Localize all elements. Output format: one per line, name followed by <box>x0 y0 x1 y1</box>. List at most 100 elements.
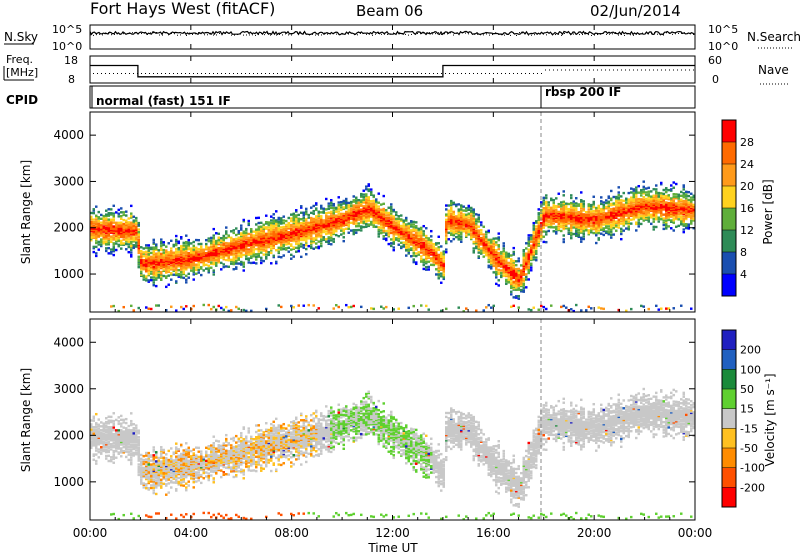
power-cell <box>552 230 555 233</box>
power-cell <box>485 248 488 252</box>
power-cell <box>245 252 248 255</box>
power-cell <box>150 260 153 264</box>
power-cell <box>530 266 533 269</box>
power-cell <box>117 244 120 248</box>
noise-search-dot <box>594 34 595 36</box>
power-cell <box>482 246 485 249</box>
power-cell <box>110 252 113 255</box>
power-cell <box>440 256 443 260</box>
power-cell <box>647 209 650 213</box>
power-cell <box>467 213 470 217</box>
power-cell <box>162 254 165 257</box>
noise-search-dot <box>201 32 202 34</box>
power-cell <box>185 234 188 237</box>
power-cell <box>285 243 288 246</box>
power-cell <box>575 226 578 230</box>
power-cell <box>115 221 118 224</box>
power-cell <box>125 236 128 239</box>
power-cell <box>150 278 153 282</box>
power-cell <box>212 247 215 250</box>
power-cell <box>185 264 188 267</box>
power-cell <box>477 256 480 259</box>
power-cell <box>595 219 598 223</box>
power-cell <box>497 257 500 260</box>
power-cell <box>407 231 410 234</box>
power-cell <box>295 240 298 243</box>
power-cell <box>162 260 165 263</box>
power-cell <box>490 245 493 248</box>
power-cell <box>510 282 513 286</box>
power-cell <box>105 235 108 238</box>
power-cell <box>297 226 300 230</box>
noise-search-dot <box>375 33 376 35</box>
power-ground-cell <box>407 306 410 310</box>
power-cell <box>495 256 498 260</box>
power-cell <box>555 227 558 230</box>
nave-dot <box>649 69 650 71</box>
power-cell <box>150 264 153 268</box>
power-cell <box>427 254 430 257</box>
power-cell <box>280 222 283 225</box>
power-cell <box>472 230 475 233</box>
power-cell <box>337 196 340 199</box>
power-cell <box>515 284 518 288</box>
power-cell <box>147 250 150 254</box>
power-cell <box>607 220 610 223</box>
power-cell <box>437 277 440 280</box>
power-ground-cell <box>217 304 220 308</box>
power-cell <box>617 201 620 205</box>
noise-search-dot <box>465 32 466 34</box>
power-cell <box>120 243 123 246</box>
noise-search-dot <box>627 32 628 34</box>
power-cell <box>520 281 523 284</box>
power-cell <box>462 205 465 208</box>
power-cell <box>515 273 518 276</box>
power-cell <box>367 223 370 226</box>
nave-dot <box>557 69 558 71</box>
power-cell <box>212 238 215 241</box>
power-cell <box>472 221 475 224</box>
power-cell <box>137 230 140 234</box>
power-cell <box>600 213 603 216</box>
power-cell <box>110 208 113 211</box>
nave-dot <box>541 73 542 74</box>
power-cell <box>562 207 565 210</box>
power-cell <box>345 217 348 220</box>
power-cell <box>297 230 300 233</box>
power-cell <box>182 255 185 259</box>
power-cell <box>182 261 185 264</box>
power-cell <box>545 194 548 197</box>
power-cell <box>475 232 478 235</box>
power-cell <box>235 257 238 260</box>
power-cell <box>315 229 318 232</box>
power-cell <box>547 229 550 233</box>
power-cell <box>647 203 650 206</box>
power-cell <box>637 218 640 222</box>
power-cell <box>342 232 345 235</box>
power-cell <box>212 262 215 266</box>
power-cell <box>515 269 518 272</box>
power-cell <box>442 271 445 274</box>
power-cell <box>352 205 355 209</box>
power-cell <box>122 234 125 237</box>
power-cell <box>185 266 188 270</box>
power-cell <box>277 220 280 224</box>
power-cell <box>440 263 443 266</box>
power-cell <box>400 245 403 248</box>
power-cell <box>192 258 195 262</box>
power-cell <box>545 211 548 214</box>
power-cell <box>307 226 310 230</box>
power-cell <box>335 206 338 210</box>
power-cell <box>92 232 95 236</box>
power-cell <box>645 210 648 214</box>
power-cell <box>485 243 488 247</box>
power-cell <box>510 272 513 275</box>
power-cell <box>622 199 625 203</box>
power-cell <box>317 210 320 213</box>
power-cell <box>142 274 145 277</box>
power-cell <box>575 224 578 227</box>
power-cell <box>260 238 263 241</box>
power-cell <box>182 262 185 265</box>
power-cell <box>380 220 383 223</box>
power-cell <box>500 262 503 266</box>
